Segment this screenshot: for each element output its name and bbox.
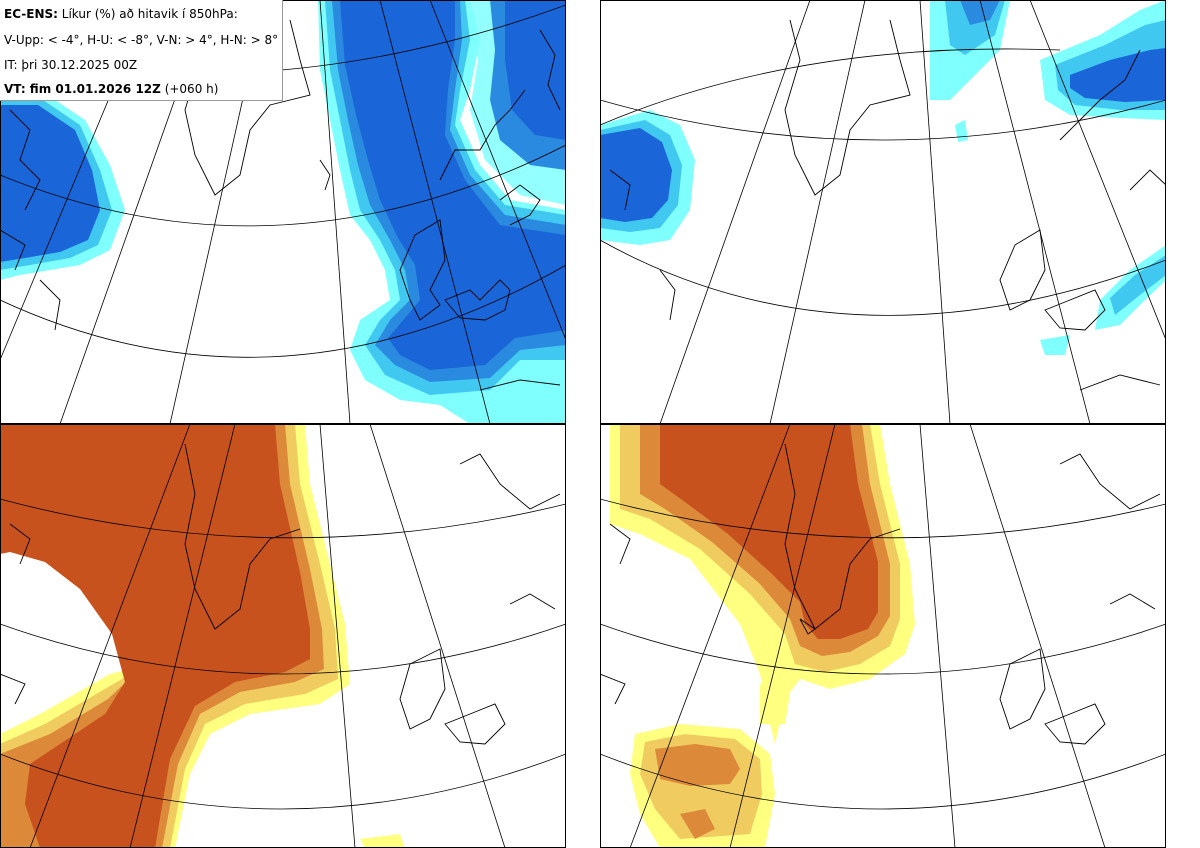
model-title: EC-ENS: Líkur (%) að hitavik í 850hPa: (4, 7, 238, 21)
coastlines (0, 19, 561, 391)
lat-lon-grid (600, 0, 1166, 424)
title-text: Líkur (%) að hitavik í 850hPa: (57, 7, 238, 21)
forecast-hour: (+060 h) (160, 82, 219, 96)
coastlines (609, 19, 1166, 391)
map-panel-bottom-left: 100 95 65 35 5 (0, 424, 566, 848)
probability-fill (0, 424, 405, 848)
probability-map (0, 424, 566, 848)
probability-map (600, 424, 1166, 848)
coastlines (0, 443, 561, 745)
initial-time: IT: þri 30.12.2025 00Z (4, 58, 138, 72)
probability-fill (610, 424, 915, 848)
lat-lon-grid (600, 424, 1166, 848)
probability-fill (600, 0, 1166, 355)
valid-time: VT: fim 01.01.2026 12Z (+060 h) (4, 82, 218, 96)
valid-time-label: VT: fim 01.01.2026 12Z (4, 82, 161, 96)
map-info-box: EC-ENS: Líkur (%) að hitavik í 850hPa: V… (0, 0, 283, 101)
map-panel-top-left: 100 95 65 35 5 (0, 0, 566, 424)
model-name: EC-ENS: (4, 7, 58, 21)
coastlines (600, 443, 1161, 745)
threshold-legend: V-Upp: < -4°, H-U: < -8°, V-N: > 4°, H-N… (4, 33, 279, 47)
probability-map (600, 0, 1166, 424)
map-panel-top-right: 100 95 65 35 5 (600, 0, 1166, 424)
map-panel-bottom-right: 100 95 65 35 5 (600, 424, 1166, 848)
lat-lon-grid (0, 424, 566, 848)
